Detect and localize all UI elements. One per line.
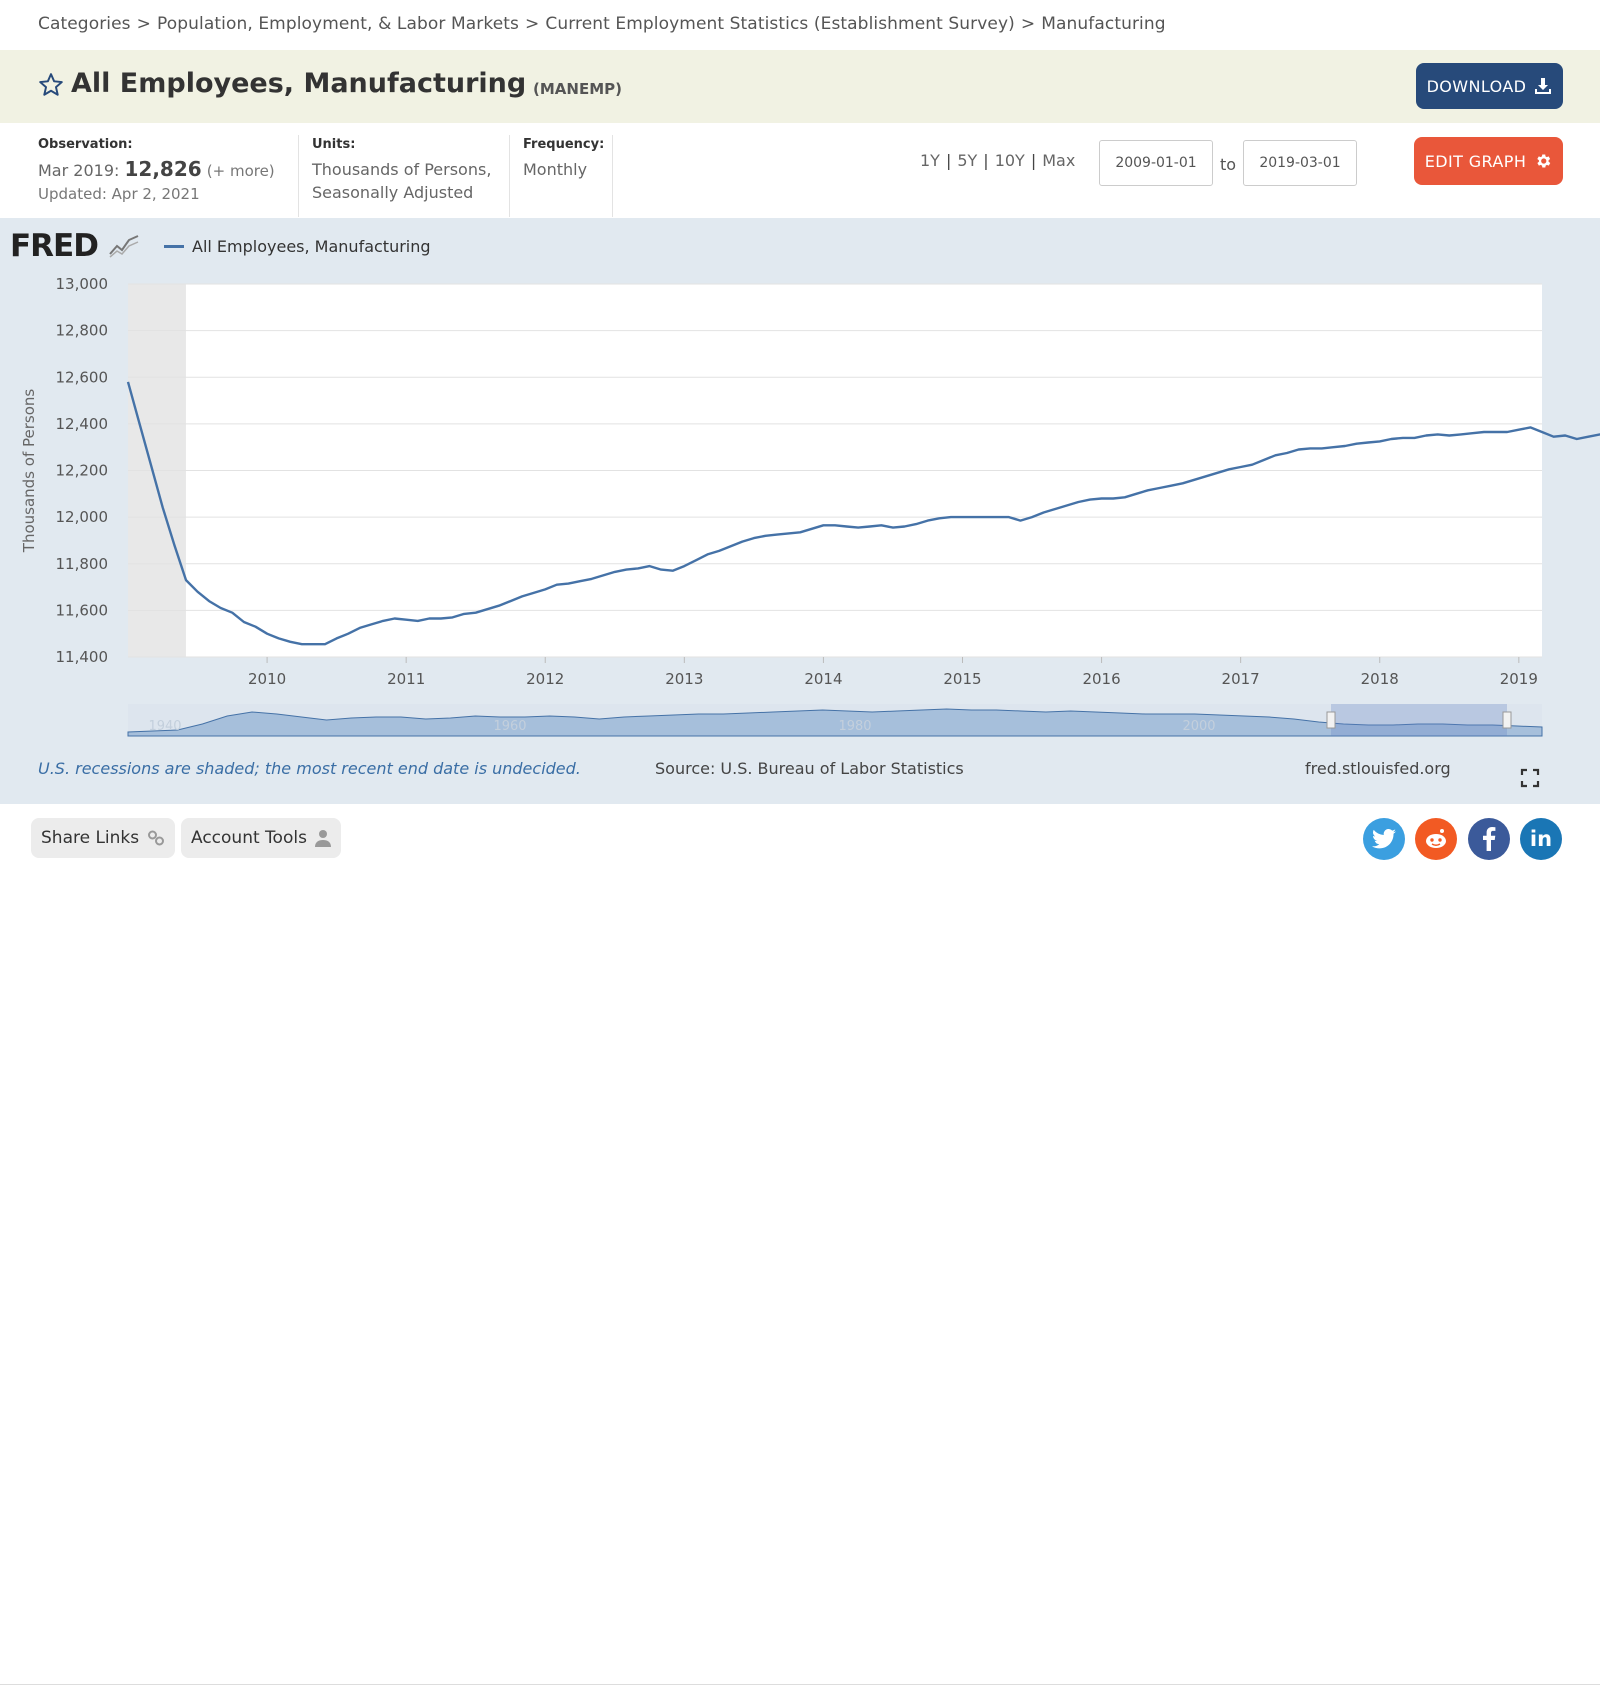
y-tick-label: 13,000 xyxy=(56,275,109,293)
edit-graph-button[interactable]: EDIT GRAPH xyxy=(1414,137,1563,185)
fred-logo-text: FRED xyxy=(10,228,99,264)
range-10y[interactable]: 10Y xyxy=(994,151,1025,170)
range-max[interactable]: Max xyxy=(1042,151,1076,170)
x-tick-label: 2010 xyxy=(248,670,286,688)
x-tick-label: 2018 xyxy=(1361,670,1399,688)
y-tick-label: 12,400 xyxy=(56,415,109,433)
divider xyxy=(298,135,299,217)
facebook-icon[interactable] xyxy=(1468,818,1510,860)
divider xyxy=(509,135,510,217)
chart-panel: FRED All Employees, Manufacturing 11,400… xyxy=(0,218,1600,804)
y-tick-label: 11,600 xyxy=(56,601,109,619)
legend-label: All Employees, Manufacturing xyxy=(192,237,431,256)
y-tick-label: 12,600 xyxy=(56,368,109,386)
share-links-button[interactable]: Share Links xyxy=(31,818,176,858)
y-tick-label: 12,200 xyxy=(56,462,109,480)
account-tools-label: Account Tools xyxy=(191,828,307,848)
series-id: (MANEMP) xyxy=(533,80,622,98)
range-navigator[interactable]: 1940 1960 1980 2000 xyxy=(0,702,1600,742)
linkedin-icon[interactable]: in xyxy=(1520,818,1562,860)
share-links-label: Share Links xyxy=(41,828,140,848)
download-label: DOWNLOAD xyxy=(1426,76,1527,96)
x-tick-label: 2015 xyxy=(943,670,981,688)
user-icon xyxy=(314,830,331,847)
star-icon[interactable] xyxy=(38,72,64,98)
range-selector: 1Y | 5Y | 10Y | Max xyxy=(920,151,1076,170)
x-tick-label: 2012 xyxy=(526,670,564,688)
reddit-icon[interactable] xyxy=(1415,818,1457,860)
legend-swatch xyxy=(164,245,184,248)
x-tick-label: 2016 xyxy=(1082,670,1120,688)
range-5y[interactable]: 5Y xyxy=(957,151,978,170)
units-line2: Seasonally Adjusted xyxy=(312,183,474,202)
link-icon xyxy=(148,830,165,846)
observation-block: Observation: Mar 2019: 12,826 (+ more) U… xyxy=(38,137,275,206)
breadcrumb-item-population[interactable]: Population, Employment, & Labor Markets xyxy=(157,14,519,34)
divider xyxy=(612,135,613,217)
chart-legend[interactable]: All Employees, Manufacturing xyxy=(164,237,431,256)
y-tick-label: 12,000 xyxy=(56,508,109,526)
series-meta: Observation: Mar 2019: 12,826 (+ more) U… xyxy=(0,123,1600,218)
chart-logo-icon xyxy=(107,232,140,258)
bottom-toolbar: Share Links Account Tools in xyxy=(0,804,1600,1685)
to-label: to xyxy=(1220,155,1237,174)
breadcrumb-item-ces[interactable]: Current Employment Statistics (Establish… xyxy=(545,14,1015,34)
breadcrumb: Categories > Population, Employment, & Lab… xyxy=(38,14,1166,34)
range-1y[interactable]: 1Y xyxy=(920,151,940,170)
units-label: Units: xyxy=(312,137,356,152)
account-tools-button[interactable]: Account Tools xyxy=(181,818,341,858)
line-chart[interactable]: 11,400 11,600 11,800 12,000 12,200 12,400 12,6… xyxy=(0,268,1600,748)
breadcrumb-separator: > xyxy=(136,14,151,34)
navigator-year-label: 1960 xyxy=(493,719,526,734)
download-button[interactable]: DOWNLOAD xyxy=(1416,63,1563,109)
y-axis-label: Thousands of Persons xyxy=(20,389,38,554)
title-bar: All Employees, Manufacturing (MANEMP) DO… xyxy=(0,50,1600,123)
frequency-value: Monthly xyxy=(523,160,588,179)
y-tick-label: 11,400 xyxy=(56,648,109,666)
download-icon xyxy=(1535,78,1552,94)
gear-icon xyxy=(1537,154,1551,168)
breadcrumb-separator: > xyxy=(525,14,540,34)
navigator-selection xyxy=(1331,704,1507,736)
breadcrumb-item-categories[interactable]: Categories xyxy=(38,14,131,34)
frequency-label: Frequency: xyxy=(523,137,605,152)
end-date-input[interactable] xyxy=(1243,140,1357,186)
navigator-handle xyxy=(1326,711,1336,729)
x-tick-label: 2017 xyxy=(1222,670,1260,688)
breadcrumb-separator: > xyxy=(1020,14,1036,34)
recession-note: U.S. recessions are shaded; the most rec… xyxy=(38,759,581,778)
observation-value: 12,826 xyxy=(124,157,202,181)
fred-logo: FRED xyxy=(10,228,140,264)
units-block: Units: Thousands of Persons, Seasonally … xyxy=(312,137,491,204)
start-date-input[interactable] xyxy=(1099,140,1213,186)
frequency-block: Frequency: Monthly xyxy=(523,137,604,181)
source-text: Source: U.S. Bureau of Labor Statistics xyxy=(655,759,964,778)
fred-url[interactable]: fred.stlouisfed.org xyxy=(1305,759,1451,778)
y-tick-label: 11,800 xyxy=(56,555,109,573)
breadcrumb-item-manufacturing[interactable]: Manufacturing xyxy=(1041,14,1166,34)
x-tick-label: 2011 xyxy=(387,670,425,688)
navigator-area xyxy=(127,708,1543,737)
navigator-year-label: 2000 xyxy=(1182,719,1215,734)
twitter-icon[interactable] xyxy=(1363,818,1405,860)
updated-text: Updated: Apr 2, 2021 xyxy=(38,185,200,203)
navigator-year-label: 1980 xyxy=(838,719,871,734)
observation-more-link[interactable]: (+ more) xyxy=(206,162,275,180)
observation-date: Mar 2019: xyxy=(38,161,120,180)
x-tick-label: 2014 xyxy=(804,670,842,688)
navigator-year-label: 1940 xyxy=(148,719,181,734)
edit-graph-label: EDIT GRAPH xyxy=(1424,151,1527,171)
y-tick-label: 12,800 xyxy=(56,322,109,340)
page-title: All Employees, Manufacturing xyxy=(71,68,527,99)
x-tick-label: 2019 xyxy=(1500,670,1538,688)
x-tick-label: 2013 xyxy=(665,670,703,688)
navigator-handle xyxy=(1502,711,1512,729)
series-line xyxy=(126,381,1600,646)
fullscreen-icon[interactable] xyxy=(1520,768,1540,788)
observation-label: Observation: xyxy=(38,137,133,152)
units-line1: Thousands of Persons, xyxy=(312,160,492,179)
